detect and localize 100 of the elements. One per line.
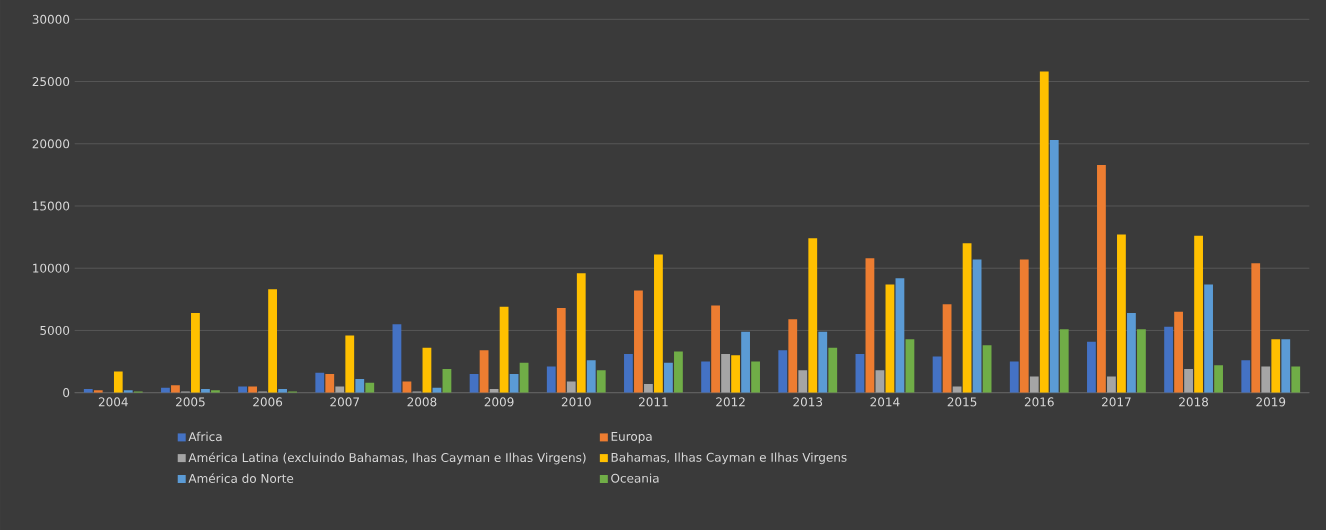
- bar: [664, 362, 673, 393]
- bar: [1194, 235, 1203, 393]
- legend-label: Oceania: [611, 473, 659, 483]
- bar: [248, 386, 257, 393]
- bar: [1097, 164, 1106, 393]
- y-tick-label: 10000: [33, 263, 70, 273]
- bar: [982, 345, 992, 393]
- x-tick-label: 2017: [1102, 397, 1131, 407]
- bar: [335, 386, 345, 393]
- bar: [596, 370, 606, 393]
- bar: [1241, 360, 1251, 393]
- bar: [634, 290, 643, 393]
- x-tick-label: 2010: [561, 397, 591, 407]
- bar: [1019, 259, 1029, 393]
- legend-label: América Latina (excluindo Bahamas, Ihas Cayman e Ilhas Virgens): [188, 452, 586, 465]
- bar: [644, 383, 653, 393]
- y-tick-label: 20000: [32, 139, 70, 149]
- bar: [1029, 376, 1039, 393]
- bar: [576, 273, 586, 393]
- bar: [885, 284, 895, 393]
- bar: [741, 331, 750, 393]
- bar: [1251, 263, 1261, 393]
- bar: [1184, 369, 1193, 393]
- x-tick-label: 2019: [1256, 397, 1286, 407]
- legend-label: Bahamas, Ilhas Cayman e Ilhas Virgens: [611, 452, 847, 465]
- bar: [1271, 339, 1281, 393]
- bar: [315, 372, 325, 393]
- x-tick-label: 2014: [870, 397, 900, 407]
- bar: [895, 278, 905, 393]
- y-tick-label: 25000: [32, 77, 70, 87]
- bar: [751, 361, 760, 393]
- bar: [624, 354, 633, 393]
- bar: [325, 373, 335, 393]
- bar: [566, 381, 576, 393]
- bar: [865, 258, 875, 393]
- bar: [1087, 341, 1096, 393]
- bar: [818, 331, 828, 393]
- y-tick-label: 5000: [40, 325, 70, 335]
- x-tick-label: 2011: [639, 397, 668, 407]
- bar: [1261, 366, 1271, 393]
- bar: [778, 350, 788, 393]
- bar: [1039, 71, 1049, 393]
- legend-label: Africa: [188, 431, 222, 442]
- x-tick-label: 2013: [793, 397, 823, 407]
- bar: [788, 319, 798, 393]
- bar: [905, 339, 915, 393]
- bar: [654, 254, 663, 393]
- bar: [586, 360, 596, 393]
- bar: [1214, 365, 1223, 393]
- bar: [1164, 326, 1173, 393]
- x-tick-label: 2009: [484, 397, 514, 407]
- bar: [1049, 140, 1059, 393]
- legend-label: América do Norte: [188, 473, 294, 483]
- bar: [546, 366, 556, 393]
- x-tick-label: 2006: [253, 397, 283, 407]
- legend-label: Europa: [611, 432, 652, 444]
- bar: [365, 382, 375, 393]
- y-tick-label: 15000: [33, 201, 70, 211]
- bar: [942, 304, 952, 393]
- bar: [972, 259, 982, 393]
- x-tick-label: 2012: [716, 397, 745, 407]
- bar: [1204, 284, 1213, 393]
- bar: [345, 335, 355, 393]
- x-tick-label: 2015: [947, 397, 977, 407]
- bar: [711, 305, 720, 393]
- bar: [1137, 329, 1146, 393]
- bar: [499, 306, 509, 393]
- bar: [479, 350, 489, 393]
- bar: [556, 308, 566, 393]
- bar: [808, 238, 818, 393]
- bar: [721, 354, 730, 393]
- bar: [113, 371, 123, 393]
- bar: [238, 386, 247, 393]
- x-tick-label: 2016: [1024, 397, 1054, 407]
- bar: [1107, 376, 1116, 393]
- y-tick-label: 0: [63, 388, 70, 398]
- x-tick-label: 2018: [1179, 397, 1209, 407]
- bar: [701, 361, 710, 393]
- bar: [1281, 339, 1291, 393]
- x-tick-label: 2008: [407, 397, 437, 407]
- bar: [1127, 313, 1136, 393]
- x-tick-label: 2007: [330, 397, 359, 407]
- bar: [392, 324, 402, 393]
- x-tick-label: 2005: [176, 397, 205, 407]
- bar: [355, 378, 365, 393]
- bar: [1174, 311, 1183, 393]
- bar: [1117, 234, 1126, 393]
- bar: [171, 385, 180, 393]
- bar: [1009, 361, 1019, 393]
- bar: [1291, 366, 1301, 393]
- bar: [268, 289, 277, 393]
- bar: [828, 347, 838, 393]
- y-tick-label: 30000: [32, 14, 70, 24]
- bar: [1059, 329, 1069, 393]
- bar: [798, 370, 808, 393]
- bar: [731, 355, 740, 393]
- bar: [962, 243, 972, 393]
- bar: [674, 351, 683, 393]
- bar: [191, 313, 200, 393]
- x-tick-label: 2004: [98, 397, 128, 407]
